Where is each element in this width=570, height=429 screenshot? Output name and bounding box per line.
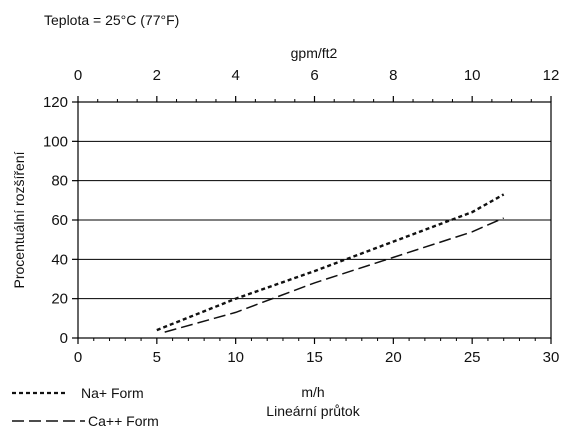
x-tick-label: 25 xyxy=(464,349,481,366)
legend-label-ca-form: Ca++ Form xyxy=(88,413,159,429)
top-tick-label: 6 xyxy=(310,67,318,84)
x-tick-label: 0 xyxy=(74,349,82,366)
top-tick-label: 8 xyxy=(389,67,397,84)
x-tick-label: 10 xyxy=(227,349,244,366)
top-tick-label: 0 xyxy=(74,67,82,84)
x-axis-title: Lineární průtok xyxy=(266,403,360,419)
x-tick-label: 15 xyxy=(306,349,323,366)
top-tick-label: 10 xyxy=(464,67,481,84)
gridlines xyxy=(78,101,551,339)
top-tick-label: 12 xyxy=(543,67,560,84)
y-tick-label: 0 xyxy=(60,330,68,347)
y-tick-label: 100 xyxy=(43,133,68,150)
series-line-ca-form xyxy=(164,217,505,333)
top-axis-ticks: 0 2 4 6 8 10 12 xyxy=(74,67,560,102)
x-tick-label: 20 xyxy=(385,349,402,366)
top-tick-label: 4 xyxy=(231,67,239,84)
legend: Na+ Form Ca++ Form xyxy=(12,385,159,429)
y-tick-label: 20 xyxy=(51,291,68,308)
top-tick-label: 2 xyxy=(153,67,161,84)
series-group xyxy=(156,193,505,333)
y-tick-label: 60 xyxy=(51,212,68,229)
x-tick-label: 30 xyxy=(543,349,560,366)
x-axis-ticks: 0 5 10 15 20 25 30 xyxy=(74,338,560,366)
x-tick-label: 5 xyxy=(153,349,161,366)
x-axis-unit-label: m/h xyxy=(301,384,324,400)
y-tick-label: 120 xyxy=(43,94,68,111)
y-tick-label: 80 xyxy=(51,173,68,190)
series-line-na-form xyxy=(156,193,505,332)
top-axis-label: gpm/ft2 xyxy=(291,45,338,61)
temperature-note: Teplota = 25°C (77°F) xyxy=(44,12,179,28)
y-axis-ticks: 0 20 40 60 80 100 120 xyxy=(43,94,78,347)
y-axis-label: Procentuální rozšíření xyxy=(11,151,27,288)
y-tick-label: 40 xyxy=(51,251,68,268)
legend-label-na-form: Na+ Form xyxy=(81,385,144,401)
